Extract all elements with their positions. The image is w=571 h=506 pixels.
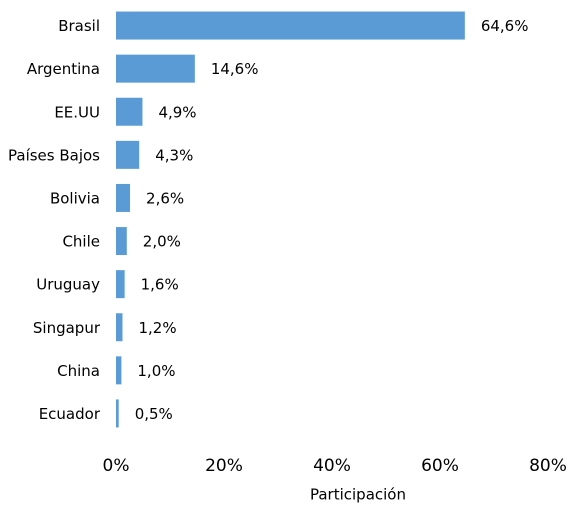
bar <box>116 11 465 40</box>
data-label: 1,2% <box>138 319 176 337</box>
y-tick-label: China <box>57 362 100 380</box>
bar <box>116 183 131 212</box>
data-label: 64,6% <box>481 17 529 35</box>
x-tick-label: 0% <box>103 456 130 476</box>
x-tick-label: 80% <box>529 456 567 476</box>
bar <box>116 313 123 342</box>
bar <box>116 54 195 83</box>
data-label: 1,6% <box>141 276 179 294</box>
x-tick-label: 60% <box>421 456 459 476</box>
y-tick-label: Ecuador <box>39 405 101 423</box>
y-tick-label: Brasil <box>58 17 100 35</box>
bar <box>116 97 143 126</box>
y-tick-label: Singapur <box>33 319 101 337</box>
x-tick-label: 20% <box>205 456 243 476</box>
bar <box>116 140 140 169</box>
y-tick-label: Países Bajos <box>8 146 100 164</box>
bar <box>116 227 127 256</box>
data-label: 4,3% <box>155 146 193 164</box>
bar <box>116 270 125 299</box>
y-tick-label: Bolivia <box>50 189 100 207</box>
y-tick-label: Uruguay <box>36 276 100 294</box>
x-tick-label: 40% <box>313 456 351 476</box>
x-axis-title: Participación <box>310 486 406 504</box>
y-tick-label: EE.UU <box>54 103 100 121</box>
data-label: 2,0% <box>143 233 181 251</box>
bar <box>116 399 119 428</box>
data-label: 1,0% <box>137 362 175 380</box>
y-tick-label: Chile <box>62 233 100 251</box>
data-label: 14,6% <box>211 60 259 78</box>
data-label: 2,6% <box>146 189 184 207</box>
data-label: 4,9% <box>158 103 196 121</box>
bar <box>116 356 122 385</box>
y-tick-label: Argentina <box>27 60 100 78</box>
data-label: 0,5% <box>135 405 173 423</box>
